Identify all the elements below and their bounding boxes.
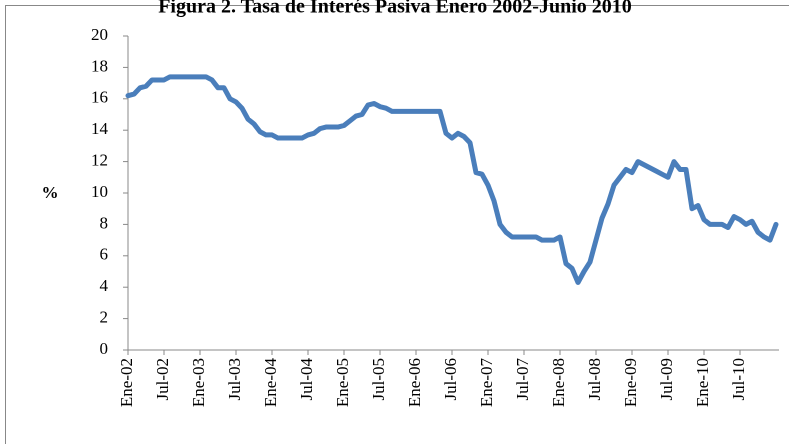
x-tick-label: Ene-09 [621, 358, 640, 407]
chart-title: Figura 2. Tasa de Interés Pasiva Enero 2… [158, 0, 632, 18]
x-tick-label: Jul-02 [153, 358, 172, 401]
y-tick-label: 14 [91, 119, 109, 138]
y-tick-label: 6 [100, 245, 109, 264]
y-tick-label: 4 [100, 276, 109, 295]
x-tick-label: Ene-05 [333, 358, 352, 407]
x-tick-label: Jul-09 [657, 358, 676, 401]
y-tick-label: 8 [100, 213, 109, 232]
x-tick-label: Ene-04 [261, 358, 280, 408]
x-tick-label: Ene-08 [549, 358, 568, 407]
y-tick-label: 20 [91, 25, 108, 44]
y-tick-label: 12 [91, 151, 108, 170]
x-tick-label: Ene-07 [477, 358, 496, 408]
x-tick-label: Jul-05 [369, 358, 388, 401]
y-tick-label: 10 [91, 182, 108, 201]
y-tick-label: 2 [100, 308, 109, 327]
y-tick-label: 0 [100, 339, 109, 358]
chart-frame [5, 5, 789, 444]
x-tick-label: Jul-06 [441, 358, 460, 401]
x-tick-label: Ene-02 [117, 358, 136, 407]
x-tick-label: Jul-07 [513, 358, 532, 401]
x-tick-label: Jul-04 [297, 358, 316, 401]
x-tick-label: Jul-03 [225, 358, 244, 401]
y-axis-label: % [42, 183, 59, 202]
x-tick-label: Ene-03 [189, 358, 208, 407]
y-tick-label: 16 [91, 88, 108, 107]
x-tick-label: Ene-10 [693, 358, 712, 407]
x-tick-label: Jul-08 [585, 358, 604, 401]
x-tick-label: Jul-10 [729, 358, 748, 401]
x-tick-label: Ene-06 [405, 358, 424, 407]
line [125, 74, 779, 285]
y-tick-label: 18 [91, 56, 108, 75]
